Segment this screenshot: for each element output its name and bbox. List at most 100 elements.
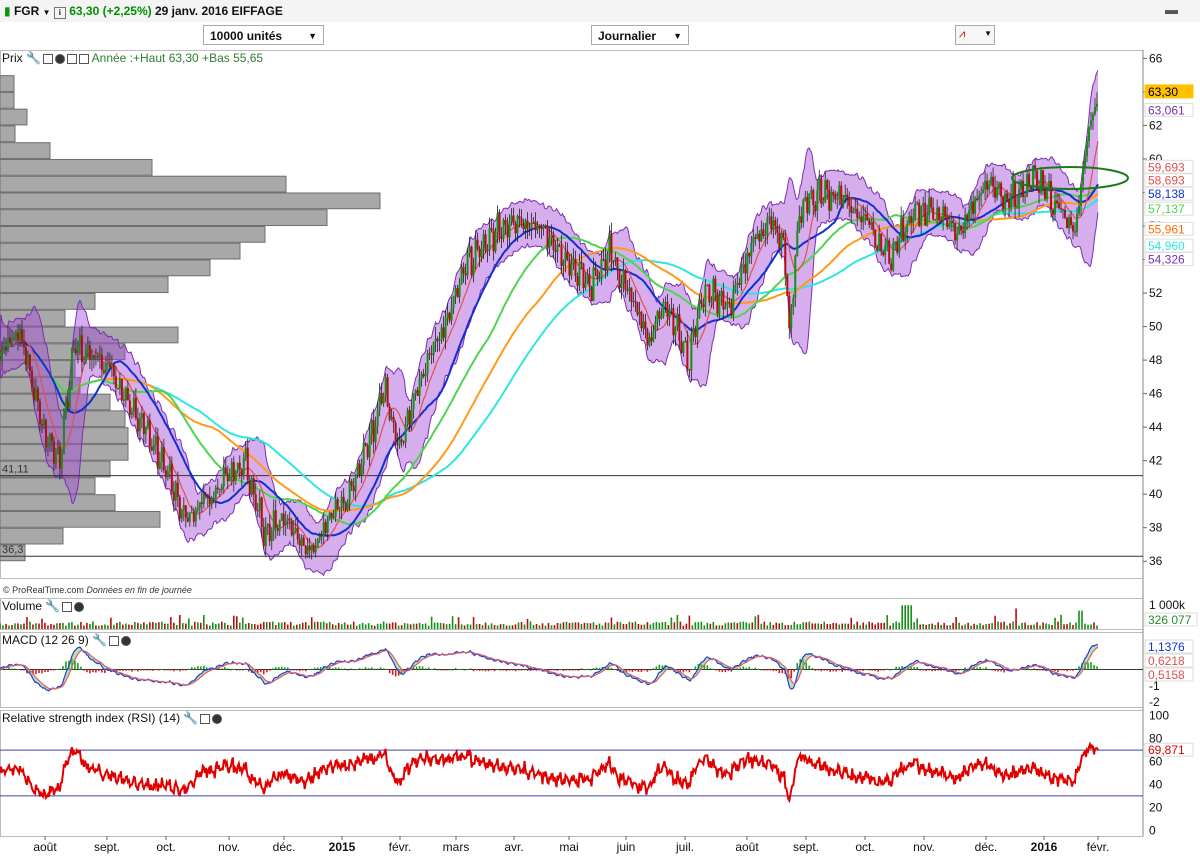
candle-body [104,362,107,373]
volume-bar [661,622,664,629]
candle-body [132,397,135,412]
rsi-panel-header: Relative strength index (RSI) (14) 🔧 [2,710,223,726]
volume-bar [997,621,999,629]
window-icon[interactable] [109,635,119,646]
rsi-line [0,741,1099,804]
copy-icon[interactable] [66,53,77,64]
window-icon[interactable] [62,601,73,612]
candle-body [962,230,965,234]
macd-histogram-bar [706,665,709,670]
candle-body [282,513,285,526]
macd-histogram-bar [955,669,957,671]
volume-bar [200,622,202,629]
wrench-icon[interactable]: 🔧 [26,51,41,65]
moving-average-orange [0,192,1099,513]
candle-body [754,237,757,239]
chevron-down-icon: ▼ [673,31,682,41]
candle-body [82,361,85,363]
volume-bar [583,622,586,629]
macd-histogram-bar [829,669,832,672]
candle-body [948,224,951,227]
candle-body [578,261,581,286]
candle-body [472,265,475,275]
volume-bar [706,622,709,629]
period-dropdown[interactable]: Journalier ▼ [591,25,689,45]
last-value-label: 63,061 [1148,103,1185,117]
macd-last-label: 0,6218 [1148,654,1185,668]
macd-histogram-bar [817,669,820,671]
volume-bar [1039,625,1041,629]
candle-body [24,347,27,366]
candle-body [186,517,189,522]
info-icon[interactable]: i [53,7,66,19]
volume-bar [979,623,981,629]
candle-body [310,545,313,551]
candle-body [670,308,673,310]
window-icon[interactable] [42,53,53,64]
macd-histogram-bar [223,667,226,670]
macd-histogram-bar [865,669,868,671]
candle-body [288,518,291,521]
candle-body [740,267,743,285]
candle-body [194,510,197,522]
candle-body [1070,217,1073,226]
macd-histogram-bar [80,666,82,670]
candle-body [586,274,589,284]
candle-body [8,337,11,343]
volume-bar [718,625,721,629]
window-icon[interactable] [200,713,211,724]
volume-bar [589,623,592,629]
macd-histogram-bar [880,669,882,671]
close-icon[interactable] [121,635,131,646]
candle-body [166,471,169,478]
ticker-label[interactable]: FGR [13,4,40,18]
candle-body [480,247,483,258]
volume-bar [382,621,385,629]
candle-body [1088,126,1091,142]
candle-body [902,217,905,241]
candle-body [594,267,597,271]
x-tick-label: févr. [1087,840,1110,854]
candle-body [562,262,565,266]
macd-histogram-bar [643,669,646,671]
macd-histogram-bar [140,669,142,671]
wrench-icon[interactable]: 🔧 [92,633,107,647]
macd-histogram-bar [119,669,121,671]
macd-histogram-bar [23,669,25,671]
candle-body [758,233,761,242]
last-value-tag [1144,221,1194,236]
candle-body [978,195,981,200]
candle-body [930,197,933,208]
candle-body [142,413,145,435]
candle-body [92,355,95,359]
macd-histogram-bar [200,666,202,670]
chevron-down-icon[interactable]: ▼ [42,8,51,17]
chart-type-button[interactable]: ⩘ ▼ [955,25,995,45]
candle-body [692,328,695,335]
minimize-button[interactable]: ▬ [1165,2,1178,17]
close-icon[interactable] [54,53,65,64]
wrench-icon[interactable]: 🔧 [45,599,61,613]
candle-body [888,240,891,264]
volume-bar [391,622,394,629]
volume-bar [238,622,241,629]
volume-bar [104,624,106,629]
price-panel-header: Prix 🔧 Année :+Haut 63,30 +Bas 55,65 [2,50,263,66]
close-icon[interactable] [74,601,85,612]
macd-histogram-bar [403,669,406,671]
candle-body [932,207,935,220]
candle-body [50,433,53,442]
wrench-icon[interactable]: 🔧 [183,711,199,725]
candle-body [386,377,389,407]
add-icon[interactable] [78,53,89,64]
volume-bar [44,622,46,629]
units-dropdown[interactable]: 10000 unités ▼ [203,25,324,45]
candle-body [236,462,239,472]
volume-bar [38,623,40,629]
candle-body [922,203,925,207]
close-icon[interactable] [212,713,223,724]
volume-panel-header: Volume 🔧 [2,598,85,614]
macd-histogram-bar [125,669,127,671]
candle-body [868,220,871,225]
